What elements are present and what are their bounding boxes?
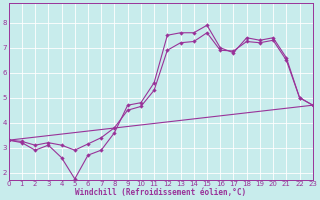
- X-axis label: Windchill (Refroidissement éolien,°C): Windchill (Refroidissement éolien,°C): [75, 188, 246, 197]
